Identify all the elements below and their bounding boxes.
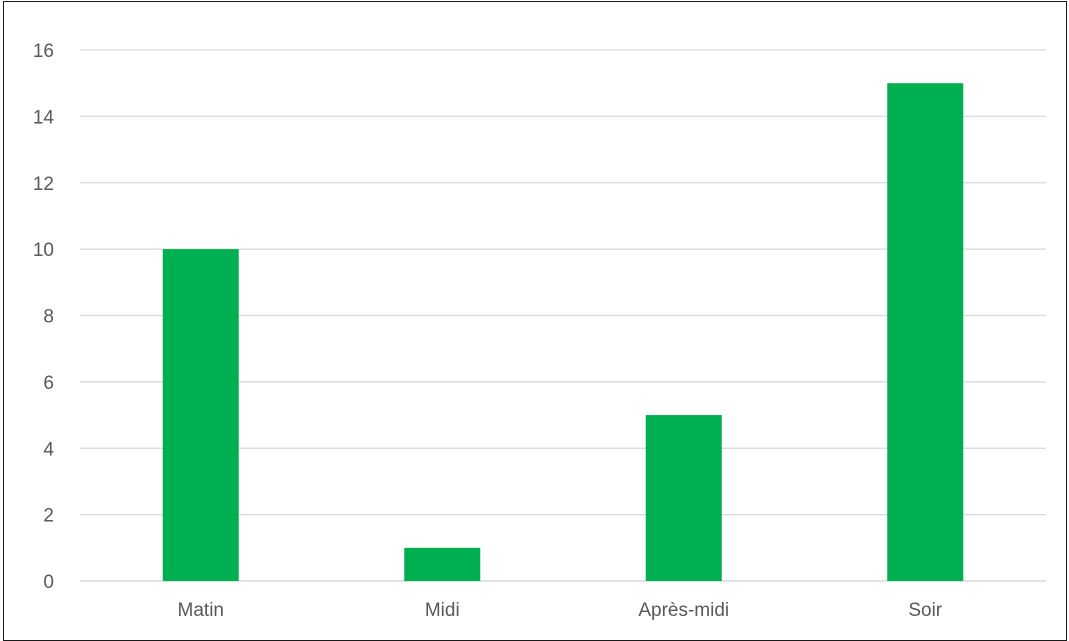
x-axis-category-labels: Matin Midi Après-midi Soir: [178, 600, 943, 621]
bar-apr-s-midi: [645, 415, 722, 581]
x-category-label: Après-midi: [638, 600, 729, 621]
y-tick-label: 4: [43, 439, 54, 460]
y-tick-label: 10: [33, 240, 54, 261]
y-tick-label: 0: [43, 572, 54, 593]
x-category-label: Midi: [425, 600, 460, 621]
y-tick-label: 12: [33, 174, 54, 195]
y-tick-label: 2: [43, 506, 54, 527]
x-category-label: Soir: [908, 600, 942, 621]
gridlines: [80, 49, 1046, 582]
bars: [162, 83, 964, 581]
bar-midi: [404, 547, 481, 581]
y-axis-tick-labels: 0 2 4 6 8 10 12 14 16: [33, 41, 55, 593]
y-tick-label: 16: [33, 41, 54, 62]
bar-soir: [887, 83, 964, 581]
x-category-label: Matin: [178, 600, 224, 621]
y-tick-label: 8: [43, 307, 54, 328]
y-tick-label: 6: [43, 373, 54, 394]
y-tick-label: 14: [33, 107, 55, 128]
bar-matin: [162, 249, 239, 581]
